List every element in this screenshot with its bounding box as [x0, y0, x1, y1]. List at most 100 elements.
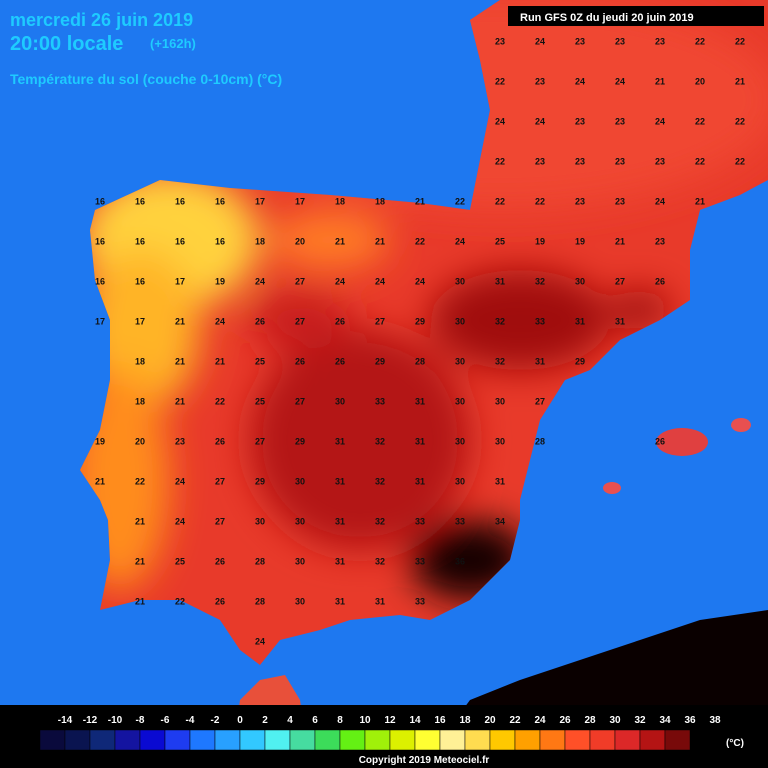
value: 21	[615, 236, 625, 246]
value: 31	[335, 596, 345, 606]
value: 24	[215, 316, 225, 326]
legend-label: 38	[709, 715, 721, 726]
legend-label: 12	[384, 715, 396, 726]
value: 22	[455, 196, 465, 206]
value: 21	[135, 556, 145, 566]
value: 17	[295, 196, 305, 206]
value: 30	[295, 516, 305, 526]
value: 33	[415, 556, 425, 566]
value: 23	[575, 156, 585, 166]
value: 16	[215, 236, 225, 246]
value: 22	[735, 156, 745, 166]
value: 24	[175, 476, 185, 486]
value: 23	[495, 36, 505, 46]
legend-label: 34	[659, 715, 671, 726]
date: mercredi 26 juin 2019	[10, 10, 193, 30]
value: 31	[375, 596, 385, 606]
value: 16	[135, 276, 145, 286]
value: 26	[295, 356, 305, 366]
legend-label: 20	[484, 715, 496, 726]
value: 17	[175, 276, 185, 286]
value: 18	[335, 196, 345, 206]
value: 24	[535, 116, 545, 126]
legend-label: -12	[83, 715, 98, 726]
color-box	[389, 729, 416, 751]
value: 23	[615, 156, 625, 166]
legend-label: -2	[211, 715, 220, 726]
value: 23	[615, 116, 625, 126]
value: 31	[335, 556, 345, 566]
value: 31	[335, 476, 345, 486]
color-box	[339, 729, 366, 751]
value: 31	[415, 436, 425, 446]
value: 26	[215, 436, 225, 446]
color-box	[589, 729, 616, 751]
value: 23	[575, 196, 585, 206]
value: 29	[575, 356, 585, 366]
value: 21	[415, 196, 425, 206]
value: 21	[175, 316, 185, 326]
value: 36	[455, 556, 465, 566]
value: 27	[255, 436, 265, 446]
value: 26	[655, 276, 665, 286]
value: 24	[255, 276, 265, 286]
value: 20	[295, 236, 305, 246]
value: 22	[495, 76, 505, 86]
value: 30	[455, 476, 465, 486]
value: 30	[295, 476, 305, 486]
value: 31	[495, 276, 505, 286]
value: 30	[455, 396, 465, 406]
legend-label: -10	[108, 715, 123, 726]
value: 26	[255, 316, 265, 326]
value: 25	[175, 556, 185, 566]
color-box	[239, 729, 266, 751]
value: 16	[215, 196, 225, 206]
value: 30	[495, 436, 505, 446]
legend-label: 24	[534, 715, 546, 726]
color-box	[139, 729, 166, 751]
legend-label: 8	[337, 715, 343, 726]
value: 19	[215, 276, 225, 286]
color-box	[514, 729, 541, 751]
value: 24	[415, 276, 425, 286]
value: 33	[455, 516, 465, 526]
color-box	[614, 729, 641, 751]
value: 31	[615, 316, 625, 326]
value: 27	[215, 516, 225, 526]
value: 28	[535, 436, 545, 446]
legend-label: 2	[262, 715, 268, 726]
value: 31	[415, 476, 425, 486]
value: 23	[575, 116, 585, 126]
value: 27	[535, 396, 545, 406]
color-box	[364, 729, 391, 751]
legend-label: -14	[58, 715, 73, 726]
time: 20:00 locale	[10, 33, 123, 55]
value: 22	[135, 476, 145, 486]
value: 19	[535, 236, 545, 246]
value: 21	[135, 596, 145, 606]
value: 32	[495, 316, 505, 326]
value: 22	[415, 236, 425, 246]
value: 29	[375, 356, 385, 366]
value: 30	[455, 276, 465, 286]
value: 23	[535, 156, 545, 166]
value: 24	[615, 76, 625, 86]
value: 28	[255, 556, 265, 566]
value: 23	[615, 196, 625, 206]
color-box	[189, 729, 216, 751]
color-box	[464, 729, 491, 751]
color-box	[439, 729, 466, 751]
value: 29	[255, 476, 265, 486]
value: 22	[695, 156, 705, 166]
legend-label: 14	[409, 715, 421, 726]
legend-label: 6	[312, 715, 318, 726]
value: 30	[455, 436, 465, 446]
legend-label: 32	[634, 715, 646, 726]
value: 30	[575, 276, 585, 286]
value: 22	[695, 116, 705, 126]
color-box	[414, 729, 441, 751]
value: 31	[335, 516, 345, 526]
value: 22	[535, 196, 545, 206]
value: 25	[255, 396, 265, 406]
